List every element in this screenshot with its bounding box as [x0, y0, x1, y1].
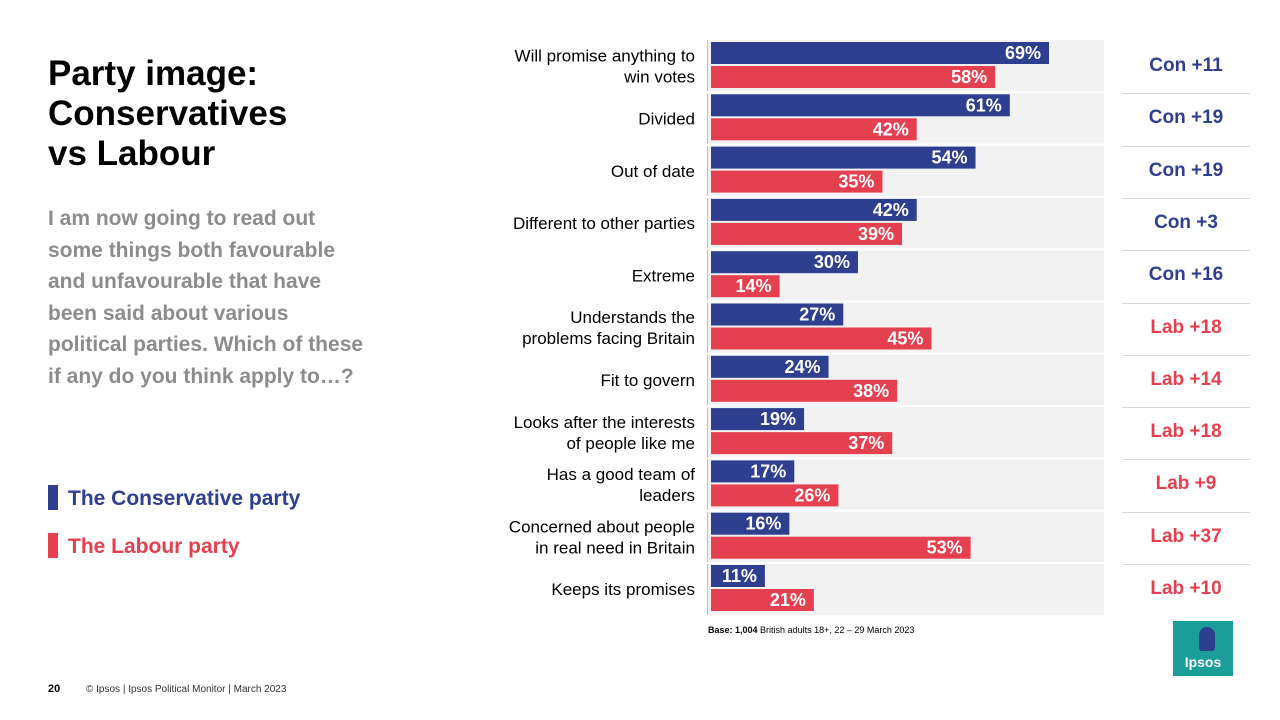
difference-separator — [1122, 197, 1250, 199]
logo-text: Ipsos — [1184, 654, 1222, 670]
base-note-bold: Base: 1,004 — [708, 625, 758, 635]
category-label: Fit to govern — [601, 371, 696, 390]
category-label: Extreme — [632, 266, 695, 285]
bar-conservative — [711, 460, 795, 483]
data-label-labour: 39% — [858, 224, 894, 244]
data-label-labour: 26% — [794, 485, 830, 505]
data-label-labour: 38% — [853, 381, 889, 401]
data-label-labour: 53% — [927, 538, 963, 558]
bar-conservative — [711, 512, 790, 535]
data-label-labour: 37% — [848, 433, 884, 453]
data-label-conservative: 61% — [966, 95, 1002, 115]
slide-title: Party image: Conservatives vs Labour — [48, 54, 288, 173]
bar-conservative — [711, 198, 917, 221]
difference-separator — [1122, 407, 1250, 409]
bar-conservative — [711, 565, 765, 587]
bar-labour — [711, 589, 814, 611]
difference-value: Lab +10 — [1150, 578, 1222, 599]
category-label: Will promise anything to win votes — [515, 47, 695, 87]
bar-conservative — [711, 355, 829, 378]
base-note: Base: 1,004 British adults 18+, 22 – 29 … — [708, 625, 914, 635]
data-label-conservative: 42% — [873, 200, 909, 220]
page-number: 20 — [48, 683, 61, 695]
logo-person-icon — [1199, 627, 1215, 651]
data-label-conservative: 24% — [785, 357, 821, 377]
category-label: Out of date — [611, 162, 695, 181]
bar-labour — [711, 275, 780, 298]
legend-labour: The Labour party — [48, 533, 240, 560]
legend-conservative-label: The Conservative party — [68, 487, 301, 511]
bar-conservative — [711, 408, 805, 431]
difference-separator — [1122, 302, 1250, 304]
bar-labour — [711, 484, 839, 507]
ipsos-logo: Ipsos — [1173, 621, 1233, 676]
footer-text: © Ipsos | Ipsos Political Monitor | Marc… — [86, 684, 287, 695]
base-note-rest: British adults 18+, 22 – 29 March 2023 — [757, 625, 915, 635]
bar-labour — [711, 432, 893, 455]
question-text: I am now going to read out some things b… — [48, 207, 364, 388]
data-label-conservative: 30% — [814, 252, 850, 272]
bar-labour — [711, 536, 971, 559]
difference-separator — [1122, 354, 1250, 356]
data-label-conservative: 69% — [1005, 43, 1041, 63]
difference-value: Lab +37 — [1150, 525, 1222, 547]
category-label: Understands the problems facing Britain — [522, 308, 695, 348]
data-label-labour: 14% — [736, 276, 772, 296]
bar-conservative — [711, 251, 858, 274]
category-label: Has a good team of leaders — [547, 465, 696, 505]
bar-labour — [711, 66, 996, 88]
category-label: Keeps its promises — [551, 580, 695, 599]
category-label: Divided — [638, 109, 695, 128]
data-label-conservative: 17% — [750, 461, 786, 481]
bar-conservative — [711, 303, 844, 326]
difference-separator — [1122, 250, 1250, 252]
difference-value: Con +3 — [1154, 211, 1218, 233]
difference-separator — [1122, 564, 1250, 565]
data-label-labour: 21% — [770, 590, 806, 610]
difference-value: Lab +9 — [1155, 473, 1217, 495]
legend-conservative: The Conservative party — [48, 485, 301, 512]
category-label: Different to other parties — [513, 214, 695, 233]
data-label-conservative: 11% — [722, 566, 757, 586]
bar-labour — [711, 170, 883, 193]
difference-value: Con +16 — [1148, 264, 1224, 286]
legend-labour-swatch — [48, 533, 58, 558]
category-label: Concerned about people in real need in Br… — [509, 517, 695, 557]
bar-labour — [711, 327, 932, 350]
data-label-conservative: 16% — [745, 514, 781, 534]
difference-separator — [1122, 145, 1250, 147]
difference-value: Con +11 — [1149, 55, 1223, 76]
difference-value: Con +19 — [1148, 159, 1224, 181]
difference-separator — [1122, 511, 1250, 513]
legend-conservative-swatch — [48, 485, 58, 510]
bar-conservative — [711, 42, 1049, 64]
bar-labour — [711, 222, 903, 245]
data-label-labour: 58% — [951, 67, 987, 87]
difference-value: Con +19 — [1148, 107, 1224, 129]
data-label-conservative: 54% — [931, 148, 967, 168]
bar-labour — [711, 118, 917, 141]
data-label-labour: 45% — [887, 329, 923, 349]
data-label-conservative: 27% — [799, 305, 835, 325]
difference-value: Lab +18 — [1150, 421, 1222, 443]
category-label: Looks after the interests of people like … — [514, 413, 695, 453]
bar-conservative — [711, 94, 1010, 117]
difference-separator — [1122, 93, 1250, 95]
difference-value: Lab +14 — [1150, 368, 1222, 390]
data-label-conservative: 19% — [760, 409, 796, 429]
difference-separator — [1122, 459, 1250, 461]
bar-conservative — [711, 146, 976, 169]
difference-value: Lab +18 — [1150, 316, 1222, 338]
data-label-labour: 42% — [873, 119, 909, 139]
legend-labour-label: The Labour party — [68, 535, 240, 559]
bar-labour — [711, 379, 898, 402]
data-label-labour: 35% — [838, 172, 874, 192]
